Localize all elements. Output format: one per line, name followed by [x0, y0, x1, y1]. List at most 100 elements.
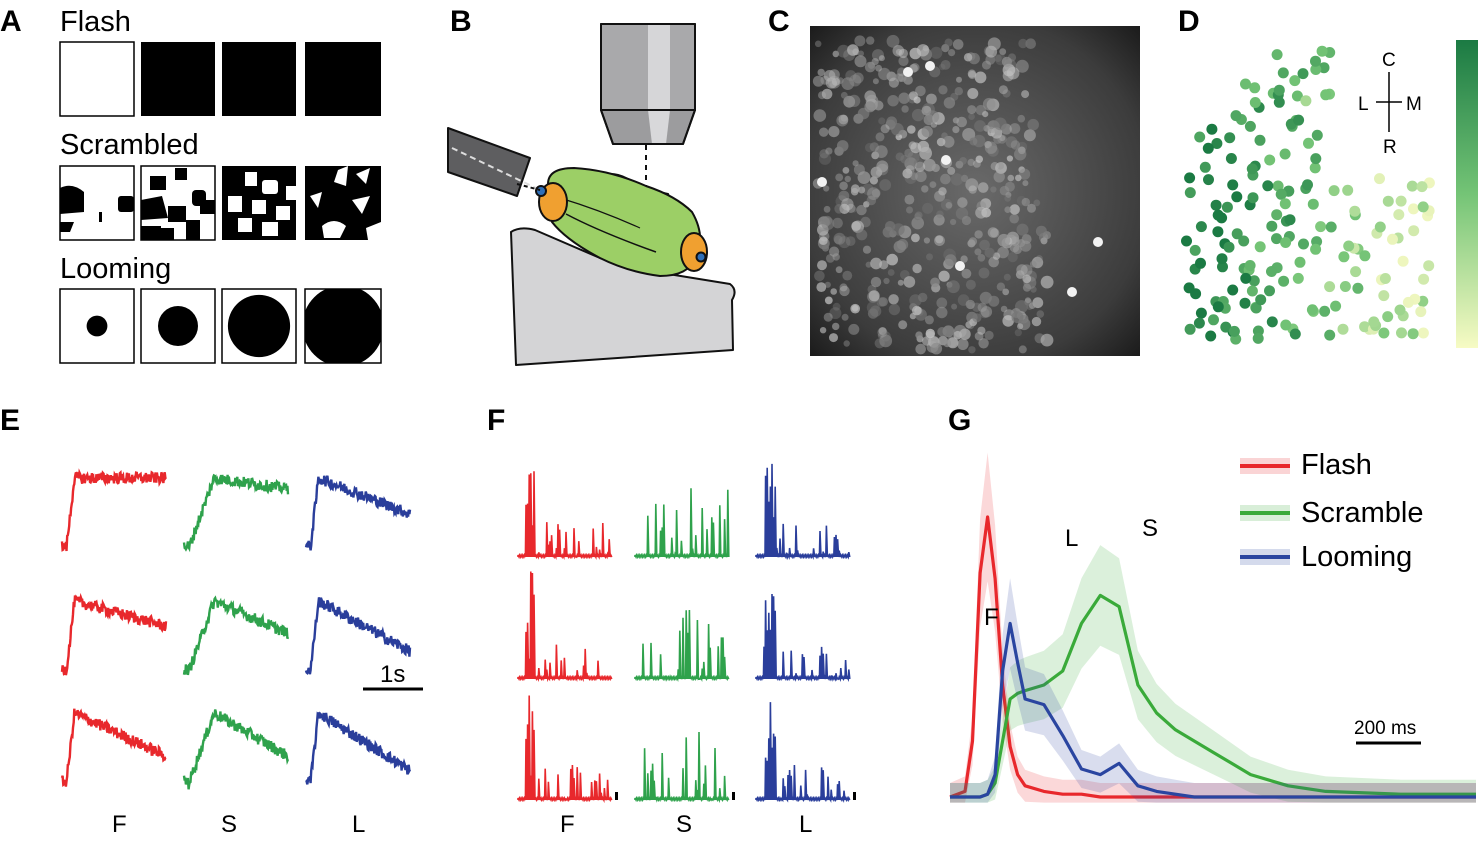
cell-body [938, 187, 947, 196]
cell-body [944, 254, 957, 267]
cell-body [967, 105, 977, 115]
cell-body [872, 49, 884, 62]
cell-body [1021, 90, 1030, 99]
cell-body [1006, 155, 1014, 162]
cell-body [914, 213, 922, 221]
cell-body [819, 236, 828, 245]
neuron-dot [1359, 250, 1371, 262]
panel-letter-a: A [0, 5, 22, 38]
neuron-dot [1310, 55, 1321, 67]
neuron-dot [1273, 84, 1285, 96]
cell-body [821, 217, 835, 231]
neuron-dot [1418, 273, 1430, 285]
cell-body [824, 281, 831, 288]
cell-body [925, 328, 935, 339]
neuron-dot [1247, 192, 1259, 204]
cell-body [913, 96, 921, 104]
neuron-dot [1293, 114, 1305, 126]
cell-body [901, 105, 909, 113]
bright-cell [955, 261, 965, 271]
cell-body [854, 35, 866, 47]
microscope-objective-icon [600, 23, 696, 145]
neuron-dot [1349, 205, 1361, 217]
neuron-dot [1325, 221, 1337, 233]
neuron-dot [1246, 285, 1258, 297]
cell-body [1040, 333, 1054, 347]
cell-body [832, 253, 840, 261]
cell-body [1009, 213, 1019, 224]
cell-body [1016, 223, 1029, 236]
neuron-dot [1275, 188, 1287, 200]
cell-body [968, 346, 976, 354]
cell-body [844, 175, 851, 183]
cell-body [921, 125, 933, 138]
cell-body [903, 276, 916, 288]
neuron-dot [1302, 179, 1313, 191]
neuron-dot [1240, 272, 1252, 284]
cell-body [911, 233, 920, 243]
neuron-dot [1264, 154, 1276, 166]
stage-platform [510, 227, 736, 366]
cell-body [1022, 274, 1032, 284]
cell-body [813, 109, 827, 122]
neuron-dot [1212, 209, 1224, 221]
flash-frame-2 [141, 42, 215, 116]
neuron-dot [1266, 266, 1277, 277]
calcium-trace [182, 595, 290, 676]
cell-body [814, 270, 825, 282]
neuron-dot [1250, 302, 1262, 314]
cell-body [906, 206, 913, 214]
neuron-dot [1252, 332, 1264, 344]
compass-top: C [1382, 50, 1396, 71]
cell-body [834, 204, 844, 214]
cell-body [897, 279, 904, 286]
cell-body [898, 320, 908, 330]
neuron-dot [1255, 294, 1267, 306]
cell-body [912, 305, 922, 316]
cell-body [833, 232, 846, 245]
scrambled-frame-4 [305, 166, 381, 240]
cell-body [870, 166, 882, 178]
cell-body [967, 88, 979, 99]
cell-body [845, 236, 856, 247]
neuron-dot [1246, 163, 1258, 175]
cell-body [840, 114, 848, 122]
cell-body [878, 55, 885, 62]
cell-body [982, 97, 996, 111]
neuron-dot [1205, 330, 1217, 342]
cell-body [822, 244, 829, 252]
fish-larva-icon [535, 167, 708, 277]
cell-body [864, 61, 876, 73]
cell-body [829, 307, 842, 320]
neuron-dot [1223, 241, 1235, 253]
panel-letter-f: F [487, 404, 505, 437]
neuron-dot [1244, 260, 1256, 271]
neuron-dot [1309, 162, 1321, 174]
cell-body [848, 94, 861, 107]
cell-body [913, 158, 924, 169]
neuron-dot [1416, 181, 1428, 193]
cell-body [1023, 129, 1036, 142]
neuron-dot [1402, 296, 1414, 308]
calcium-trace [305, 711, 412, 785]
panel-e-scalebar-label: 1s [380, 661, 405, 688]
calcium-trace [182, 473, 290, 553]
cell-body [864, 90, 876, 102]
stimulus-label-looming: Looming [60, 253, 171, 285]
cell-body [866, 36, 875, 45]
neuron-dot [1280, 319, 1292, 331]
cell-body [883, 277, 890, 285]
cell-body [936, 137, 946, 147]
cell-body [1004, 194, 1012, 202]
neuron-dot [1382, 195, 1394, 207]
neuron-dot [1227, 179, 1239, 191]
cell-body [1029, 260, 1037, 268]
neuron-dot [1206, 123, 1218, 135]
neuron-dot [1339, 281, 1351, 292]
neuron-dot [1338, 251, 1350, 263]
cell-body [956, 116, 967, 128]
cell-body [874, 145, 888, 159]
spike-histogram [634, 731, 730, 804]
neuron-dot [1240, 78, 1251, 90]
neuron-dot [1417, 327, 1429, 339]
